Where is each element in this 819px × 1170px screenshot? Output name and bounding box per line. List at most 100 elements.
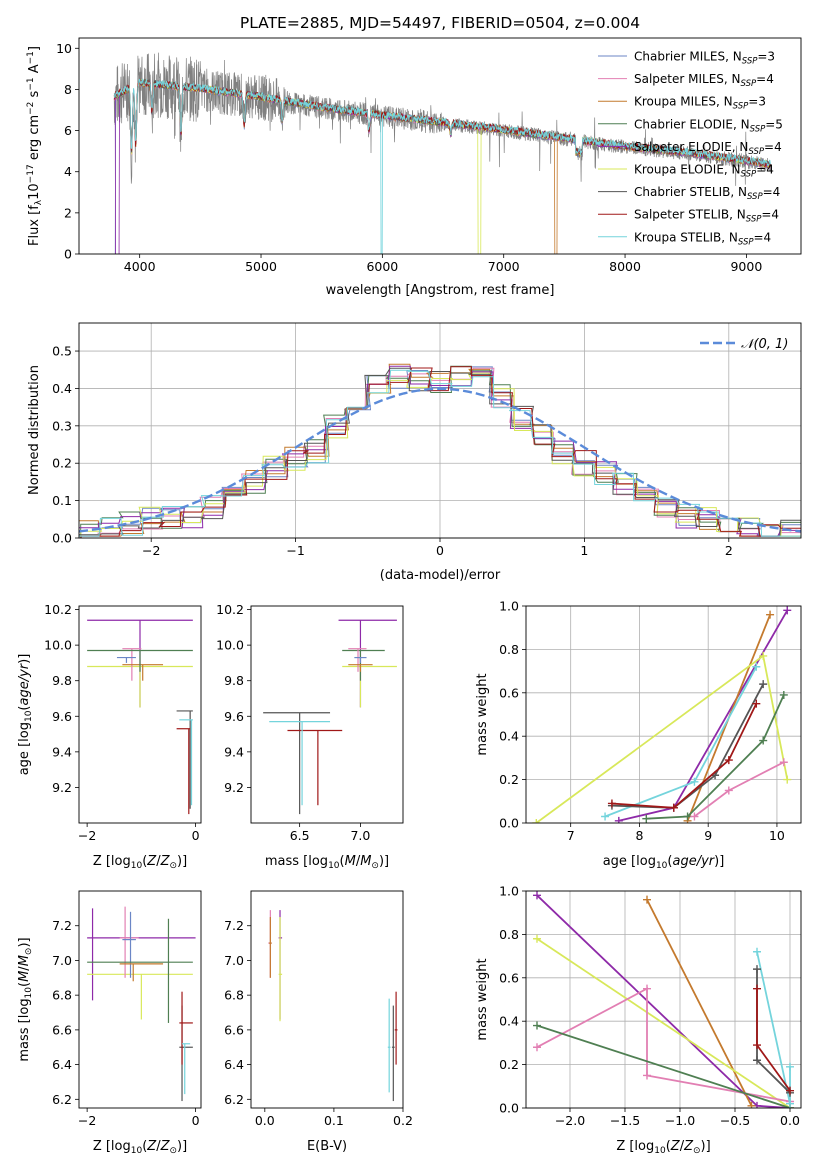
y-tick-label: 10.2 — [44, 602, 72, 617]
weight-salpeter_elodie-point — [533, 891, 541, 900]
weight-salpeter_miles-point — [690, 812, 699, 821]
x-tick-label: 0 — [436, 543, 444, 558]
legend-entry-normal: 𝒩(0, 1) — [741, 337, 788, 352]
y-tick-label: 6.6 — [52, 1022, 72, 1037]
weight-kroupa_stelib-point — [753, 947, 761, 956]
y-tick-label: 9.6 — [224, 709, 244, 724]
y-tick-label: 6.6 — [224, 1022, 244, 1037]
x-tick-label: 7000 — [488, 259, 520, 274]
y-tick-label: 0.0 — [499, 1101, 519, 1116]
weight-chabrier_elodie-point — [683, 812, 692, 821]
weight-salpeter_stelib-point — [752, 699, 761, 708]
weight-lines — [533, 891, 794, 1108]
weight-kroupa_stelib-point — [752, 662, 761, 671]
weight-salpeter_stelib-point — [753, 1041, 761, 1050]
weight-salpeter_miles-point — [724, 786, 733, 795]
age-vs-metallicity-panel: −2 0 9.2 9.4 9.6 9.8 10.0 10.2 Z [log10(Z/Z⊙)] ag… — [17, 602, 202, 871]
normal-distribution-line — [79, 387, 801, 533]
x-tick-label: −1.5 — [610, 1113, 640, 1128]
y-tick-label: 0.4 — [52, 381, 72, 396]
axes-frame — [525, 605, 802, 824]
y-tick-label: 0.2 — [52, 456, 72, 471]
axes-frame — [78, 890, 202, 1109]
weight-kroupa_stelib-line — [756, 951, 791, 1104]
x-axis-label: Z [log10(Z/Z⊙)] — [93, 1139, 187, 1156]
legend-entry-kroupa_elodie: Kroupa ELODIE, NSSP=4 — [634, 163, 774, 180]
y-tick-label: 9.8 — [224, 673, 244, 688]
mass-weight-vs-age-panel: 7 8 9 10 0.0 0.2 0.4 0.6 0.8 1.0 age [log10(age/yr… — [475, 599, 802, 871]
x-tick-label: −2.0 — [555, 1113, 585, 1128]
y-tick-label: 0.0 — [52, 531, 72, 546]
y-tick-label: 10.0 — [44, 638, 72, 653]
legend-entry-salpeter_miles: Salpeter MILES, NSSP=4 — [634, 72, 774, 89]
chart-title: PLATE=2885, MJD=54497, FIBERID=0504, z=0… — [240, 14, 640, 32]
y-tick-label: 2 — [64, 205, 72, 220]
weight-lines — [532, 606, 792, 823]
weight-salpeter_elodie-line — [618, 609, 789, 822]
weight-kroupa_elodie-line — [536, 937, 791, 1108]
y-axis-label: Flux [fλ10−17 erg cm−2 s−1 A−1] — [26, 46, 44, 246]
y-tick-label: 9.8 — [52, 673, 72, 688]
weight-chabrier_elodie-line — [646, 694, 785, 820]
y-tick-label: 6.2 — [52, 1092, 72, 1107]
y-tick-label: 4 — [64, 164, 72, 179]
weight-salpeter_stelib-point — [607, 799, 616, 808]
x-tick-label: 0.2 — [393, 1113, 413, 1128]
x-tick-label: −2 — [78, 828, 96, 843]
legend-entry-kroupa_miles: Kroupa MILES, NSSP=3 — [634, 95, 766, 112]
weight-kroupa_stelib-point — [601, 812, 610, 821]
legend-entry-salpeter_stelib: Salpeter STELIB, NSSP=4 — [634, 208, 779, 225]
x-tick-label: 6.5 — [290, 828, 310, 843]
y-tick-label: 7.2 — [52, 918, 72, 933]
axes-frame — [78, 605, 202, 824]
weight-chabrier_stelib-line — [611, 683, 764, 809]
weight-chabrier_elodie-line — [536, 1024, 791, 1108]
x-tick-label: 0 — [192, 828, 200, 843]
y-tick-label: 6.2 — [224, 1092, 244, 1107]
weight-salpeter_elodie-point — [783, 606, 792, 615]
weight-chabrier_stelib-point — [759, 680, 768, 689]
x-tick-label: 0.0 — [780, 1113, 800, 1128]
weight-salpeter_stelib-point — [724, 756, 733, 765]
weight-kroupa_elodie-point — [783, 775, 792, 784]
weight-chabrier_elodie-point — [779, 690, 788, 699]
weight-kroupa_miles-line — [646, 899, 753, 1107]
y-tick-label: 10.2 — [216, 602, 244, 617]
weight-salpeter_stelib-point — [786, 1086, 794, 1095]
x-tick-label: 0.1 — [324, 1113, 344, 1128]
axes-frame — [250, 605, 404, 824]
y-axis-label: mass [log10(M/M⊙)] — [17, 937, 34, 1061]
y-tick-label: 0.2 — [499, 772, 519, 787]
weight-salpeter_miles-point — [533, 1043, 541, 1052]
axes-frame — [525, 890, 802, 1109]
weight-chabrier_elodie-point — [642, 814, 651, 823]
y-tick-label: 0.3 — [52, 418, 72, 433]
axes-frame — [78, 37, 802, 255]
age-vs-mass-panel: 6.5 7.0 9.2 9.4 9.6 9.8 10.0 10.2 mass [log10(M/… — [216, 602, 404, 871]
y-tick-label: 7.0 — [52, 953, 72, 968]
x-tick-label: 8 — [635, 828, 643, 843]
y-tick-label: 0.2 — [499, 1057, 519, 1072]
axes-frame — [250, 890, 404, 1109]
weight-chabrier_stelib-point — [753, 1056, 761, 1065]
x-tick-label: 2 — [725, 543, 733, 558]
x-tick-label: −2 — [142, 543, 160, 558]
y-tick-label: 9.4 — [52, 744, 72, 759]
y-tick-label: 6 — [64, 123, 72, 138]
weight-kroupa_stelib-point — [690, 777, 699, 786]
y-axis-label: mass weight — [475, 673, 490, 755]
histogram-group — [79, 363, 801, 538]
weight-salpeter_stelib-point — [669, 803, 678, 812]
x-axis-label: age [log10(age/yr)] — [603, 854, 725, 871]
weight-salpeter_miles-line — [536, 987, 791, 1103]
y-tick-label: 9.2 — [52, 780, 72, 795]
x-tick-label: 1 — [580, 543, 588, 558]
y-tick-label: 0.4 — [499, 729, 519, 744]
y-tick-label: 10 — [56, 41, 72, 56]
spectrum-lines — [113, 52, 771, 254]
legend-entry-chabrier_stelib: Chabrier STELIB, NSSP=4 — [634, 185, 780, 202]
y-tick-label: 10.0 — [216, 638, 244, 653]
x-axis-label: wavelength [Angstrom, rest frame] — [326, 283, 555, 298]
y-axis-label: mass weight — [475, 958, 490, 1040]
weight-salpeter_elodie-line — [536, 894, 791, 1108]
